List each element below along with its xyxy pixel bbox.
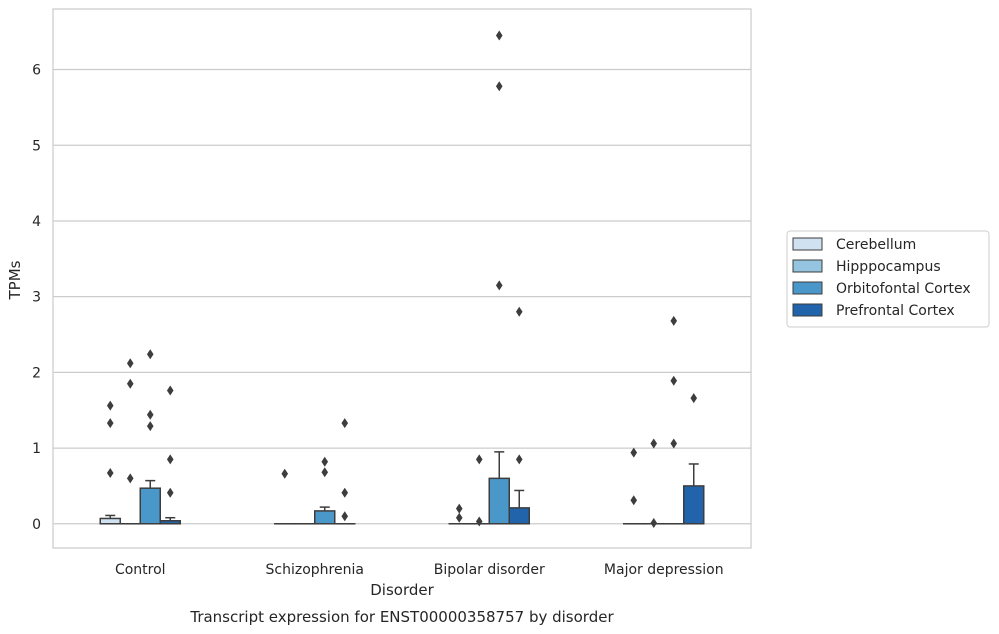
outlier-point xyxy=(166,454,174,465)
x-tick-label: Schizophrenia xyxy=(266,562,364,578)
box-body xyxy=(508,507,530,525)
outlier-point xyxy=(630,495,638,506)
chart-title: Transcript expression for ENST0000035875… xyxy=(189,608,614,626)
legend-swatch xyxy=(792,281,823,295)
outlier-point xyxy=(515,306,523,317)
outlier-point xyxy=(126,473,134,484)
legend-label: Hipppocampus xyxy=(836,259,941,275)
grid-lines xyxy=(53,68,751,525)
outlier-point xyxy=(495,30,503,41)
outlier-point xyxy=(630,447,638,458)
y-tick-label: 1 xyxy=(32,441,41,457)
outlier-point xyxy=(455,512,463,523)
outlier-point xyxy=(650,438,658,449)
outlier-point xyxy=(341,418,349,429)
x-tick-label: Major depression xyxy=(604,562,724,578)
legend-label: Orbitofontal Cortex xyxy=(836,281,971,297)
box-orbitofontal-cortex xyxy=(139,479,161,525)
y-tick-label: 0 xyxy=(32,517,41,533)
outlier-point xyxy=(341,487,349,498)
outlier-point xyxy=(475,454,483,465)
outlier-point xyxy=(670,375,678,386)
outlier-point xyxy=(670,438,678,449)
y-tick-label: 5 xyxy=(32,138,41,154)
x-tick-label: Bipolar disorder xyxy=(434,562,545,578)
y-tick-label: 6 xyxy=(32,63,41,79)
outlier-points xyxy=(106,30,698,529)
legend-frame xyxy=(786,230,990,328)
outlier-point xyxy=(495,81,503,92)
outlier-point xyxy=(690,393,698,404)
outlier-point xyxy=(146,349,154,360)
outlier-point xyxy=(106,468,114,479)
outlier-point xyxy=(670,315,678,326)
box-orbitofontal-cortex xyxy=(314,506,336,525)
legend-swatch xyxy=(792,303,823,317)
outlier-point xyxy=(166,487,174,498)
outlier-point xyxy=(126,358,134,369)
legend-label: Prefrontal Cortex xyxy=(836,303,955,319)
outlier-point xyxy=(126,378,134,389)
legend-label: Cerebellum xyxy=(836,237,916,253)
outlier-point xyxy=(106,418,114,429)
outlier-point xyxy=(106,400,114,411)
plot-frame xyxy=(52,8,752,549)
x-tick-labels: Control Schizophrenia Bipolar disorder Majo… xyxy=(115,562,724,578)
outlier-point xyxy=(281,468,289,479)
y-tick-label: 3 xyxy=(32,290,41,306)
box-prefrontal-cortex xyxy=(159,516,181,525)
outlier-point xyxy=(146,421,154,432)
outlier-point xyxy=(455,503,463,514)
box-plots xyxy=(99,451,705,525)
box-body xyxy=(139,487,161,525)
outlier-point xyxy=(515,454,523,465)
box-prefrontal-cortex xyxy=(508,489,530,525)
y-tick-label: 2 xyxy=(32,365,41,381)
legend-swatch xyxy=(792,237,823,251)
outlier-point xyxy=(166,385,174,396)
outlier-point xyxy=(146,409,154,420)
outlier-point xyxy=(321,456,329,467)
y-axis-label: TPMs xyxy=(6,260,24,300)
legend: Cerebellum Hipppocampus Orbitofontal Corte… xyxy=(786,230,990,328)
y-tick-label: 4 xyxy=(32,214,41,230)
box-orbitofontal-cortex xyxy=(488,451,510,525)
outlier-point xyxy=(475,516,483,527)
x-tick-label: Control xyxy=(115,562,166,578)
x-axis-label: Disorder xyxy=(370,581,434,599)
outlier-point xyxy=(650,518,658,529)
box-body xyxy=(683,485,705,525)
box-body xyxy=(314,510,336,525)
box-body xyxy=(99,517,121,525)
outlier-point xyxy=(495,280,503,291)
box-prefrontal-cortex xyxy=(683,463,705,525)
legend-swatch xyxy=(792,259,823,273)
box-cerebellum xyxy=(99,514,121,525)
box-body xyxy=(488,477,510,525)
outlier-point xyxy=(321,467,329,478)
outlier-point xyxy=(341,511,349,522)
y-tick-labels: 0 1 2 3 4 5 6 xyxy=(32,63,41,533)
